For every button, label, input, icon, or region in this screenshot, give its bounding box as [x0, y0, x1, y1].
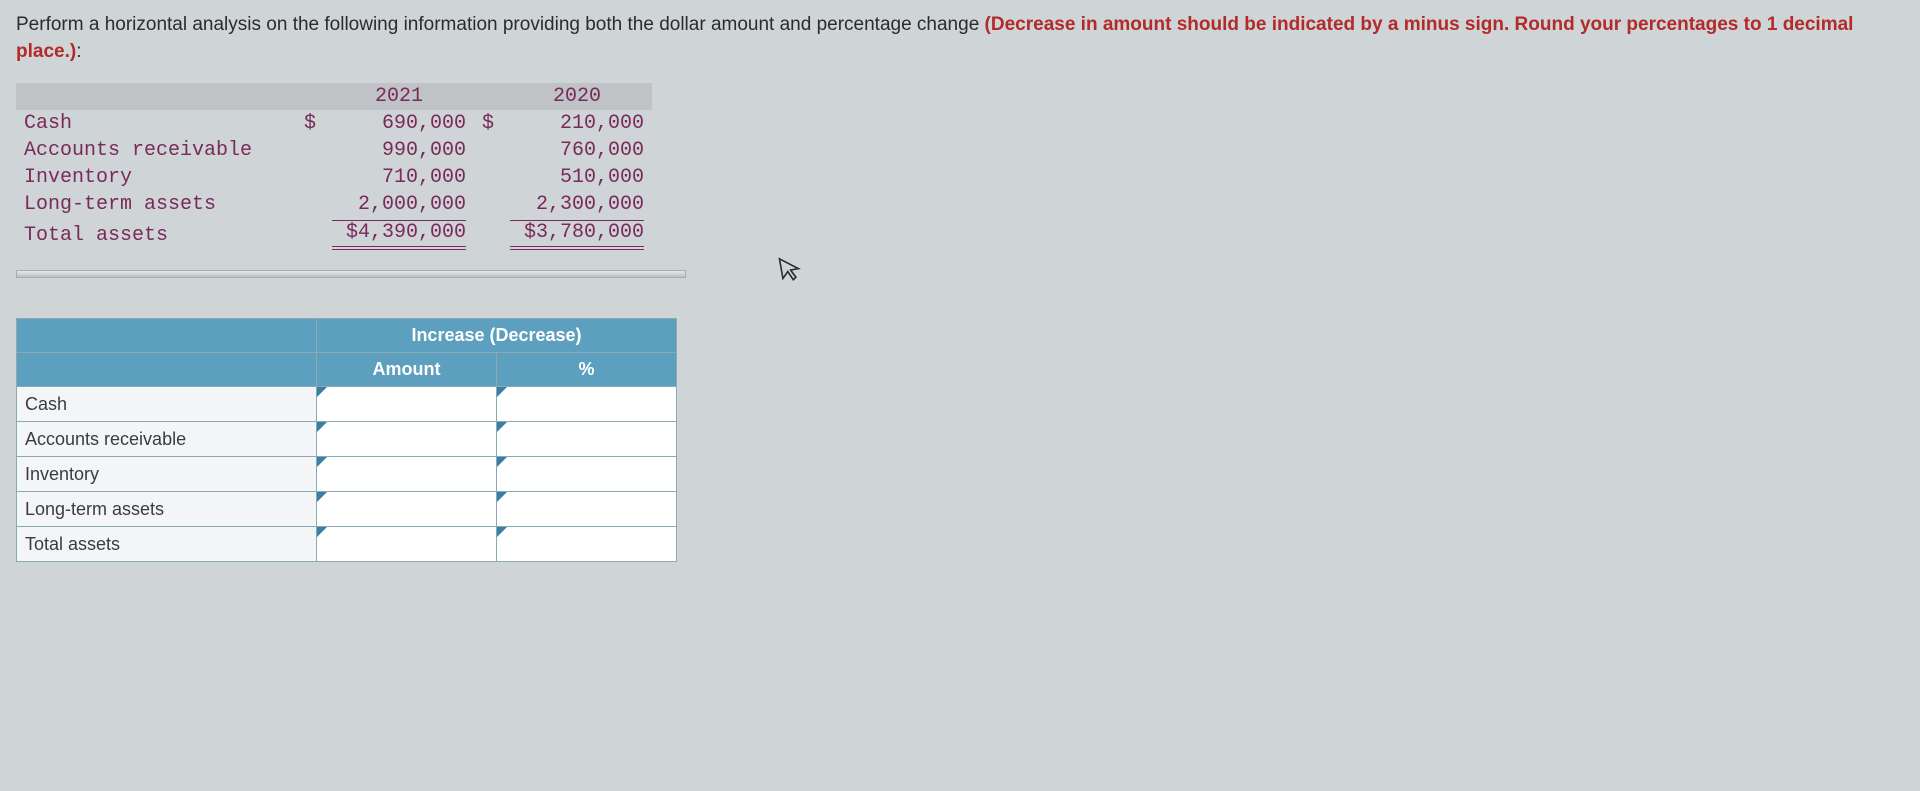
blank-header: [17, 353, 317, 387]
percent-input[interactable]: [505, 500, 668, 520]
group-header: Increase (Decrease): [317, 319, 677, 353]
total-2020: $3,780,000: [502, 218, 652, 252]
col-year-b: 2020: [502, 83, 652, 110]
prompt-tail: :: [76, 41, 81, 62]
edit-indicator-icon: [497, 457, 507, 467]
percent-cell[interactable]: [497, 527, 677, 562]
row-label: Accounts receivable: [17, 422, 317, 457]
answer-input-table: Increase (Decrease) Amount % Cash Accoun…: [16, 318, 677, 562]
amount-cell[interactable]: [317, 457, 497, 492]
edit-indicator-icon: [317, 527, 327, 537]
row-label: Long-term assets: [16, 191, 296, 218]
amount-input[interactable]: [325, 535, 488, 555]
value-2021: 990,000: [324, 137, 474, 164]
percent-cell[interactable]: [497, 457, 677, 492]
prompt-text: Perform a horizontal analysis on the fol…: [16, 14, 985, 35]
currency-symbol: $: [474, 110, 502, 137]
edit-indicator-icon: [497, 527, 507, 537]
amount-cell[interactable]: [317, 527, 497, 562]
mouse-cursor-icon: [777, 253, 805, 291]
value-2020: 510,000: [502, 164, 652, 191]
row-label: Accounts receivable: [16, 137, 296, 164]
col-year-a: 2021: [324, 83, 474, 110]
edit-indicator-icon: [497, 387, 507, 397]
amount-cell[interactable]: [317, 387, 497, 422]
value-2020: 760,000: [502, 137, 652, 164]
total-2021: $4,390,000: [324, 218, 474, 252]
edit-indicator-icon: [317, 422, 327, 432]
row-label: Inventory: [17, 457, 317, 492]
value-2021: 2,000,000: [324, 191, 474, 218]
row-label: Total assets: [16, 218, 296, 252]
row-label: Cash: [16, 110, 296, 137]
currency-symbol: $: [296, 110, 324, 137]
row-label: Cash: [17, 387, 317, 422]
row-label: Long-term assets: [17, 492, 317, 527]
amount-input[interactable]: [325, 465, 488, 485]
value-2020: 2,300,000: [502, 191, 652, 218]
answer-row: Inventory: [17, 457, 677, 492]
amount-cell[interactable]: [317, 422, 497, 457]
value-2020: 210,000: [502, 110, 652, 137]
value-2021: 710,000: [324, 164, 474, 191]
percent-input[interactable]: [505, 465, 668, 485]
amount-input[interactable]: [325, 430, 488, 450]
data-row: Inventory 710,000 510,000: [16, 164, 652, 191]
col-percent: %: [497, 353, 677, 387]
edit-indicator-icon: [317, 457, 327, 467]
percent-input[interactable]: [505, 535, 668, 555]
data-row: Accounts receivable 990,000 760,000: [16, 137, 652, 164]
given-data-table: 2021 2020 Cash $ 690,000 $ 210,000 Accou…: [16, 83, 652, 252]
edit-indicator-icon: [317, 492, 327, 502]
percent-input[interactable]: [505, 430, 668, 450]
percent-cell[interactable]: [497, 422, 677, 457]
totals-row: Total assets $4,390,000 $3,780,000: [16, 218, 652, 252]
row-label: Inventory: [16, 164, 296, 191]
amount-input[interactable]: [325, 395, 488, 415]
answer-row: Accounts receivable: [17, 422, 677, 457]
value-2021: 690,000: [324, 110, 474, 137]
blank-header: [17, 319, 317, 353]
percent-input[interactable]: [505, 395, 668, 415]
edit-indicator-icon: [497, 422, 507, 432]
edit-indicator-icon: [497, 492, 507, 502]
answer-row: Cash: [17, 387, 677, 422]
answer-row: Total assets: [17, 527, 677, 562]
section-divider: [16, 270, 686, 278]
data-row: Cash $ 690,000 $ 210,000: [16, 110, 652, 137]
amount-input[interactable]: [325, 500, 488, 520]
percent-cell[interactable]: [497, 492, 677, 527]
col-amount: Amount: [317, 353, 497, 387]
question-prompt: Perform a horizontal analysis on the fol…: [16, 12, 1904, 65]
data-row: Long-term assets 2,000,000 2,300,000: [16, 191, 652, 218]
amount-cell[interactable]: [317, 492, 497, 527]
edit-indicator-icon: [317, 387, 327, 397]
row-label: Total assets: [17, 527, 317, 562]
answer-row: Long-term assets: [17, 492, 677, 527]
percent-cell[interactable]: [497, 387, 677, 422]
